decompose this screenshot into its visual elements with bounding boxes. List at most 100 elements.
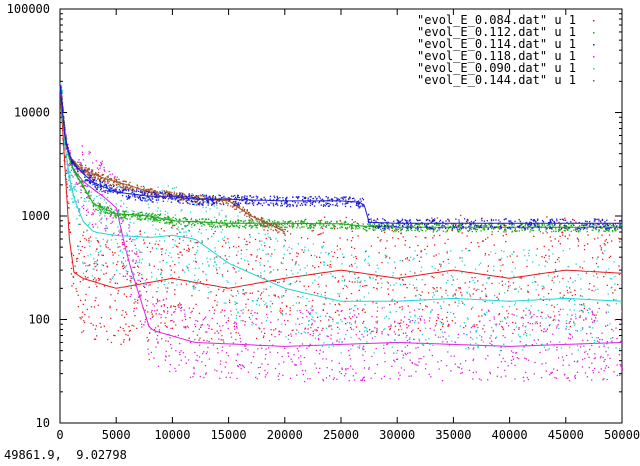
data-point bbox=[337, 326, 339, 328]
data-point bbox=[476, 344, 478, 346]
data-point bbox=[435, 254, 437, 256]
data-point bbox=[170, 347, 173, 349]
data-point bbox=[160, 272, 162, 274]
data-point bbox=[300, 296, 302, 299]
data-point bbox=[75, 182, 78, 184]
data-point bbox=[229, 301, 231, 304]
data-point bbox=[447, 224, 449, 226]
data-point bbox=[254, 216, 257, 218]
data-point bbox=[155, 219, 157, 221]
data-point bbox=[156, 291, 158, 293]
data-point bbox=[252, 300, 254, 302]
data-point bbox=[147, 300, 149, 302]
data-point bbox=[339, 371, 341, 373]
data-point bbox=[204, 224, 206, 226]
data-point bbox=[195, 320, 197, 322]
data-point bbox=[547, 274, 550, 277]
data-point bbox=[551, 245, 553, 247]
data-point bbox=[322, 378, 324, 381]
data-point bbox=[114, 209, 116, 211]
data-point bbox=[78, 215, 81, 217]
data-point bbox=[406, 287, 408, 289]
data-point bbox=[97, 205, 100, 207]
data-point bbox=[104, 177, 107, 179]
data-point bbox=[145, 212, 148, 214]
data-point bbox=[283, 281, 285, 283]
data-point bbox=[78, 175, 80, 177]
data-point bbox=[194, 279, 196, 281]
data-point bbox=[541, 317, 543, 319]
data-point bbox=[135, 190, 137, 193]
data-point bbox=[237, 312, 239, 314]
data-point bbox=[452, 313, 455, 315]
data-point bbox=[299, 345, 301, 348]
data-point bbox=[81, 206, 83, 208]
data-point bbox=[123, 265, 125, 267]
data-point bbox=[411, 319, 414, 322]
data-point bbox=[597, 302, 599, 304]
data-point bbox=[464, 282, 466, 284]
data-point bbox=[136, 188, 138, 190]
data-point bbox=[86, 229, 88, 231]
data-point bbox=[568, 380, 571, 382]
data-point bbox=[244, 259, 246, 261]
data-point bbox=[425, 305, 427, 307]
data-point bbox=[304, 380, 306, 383]
data-point bbox=[559, 341, 561, 343]
data-point bbox=[91, 174, 93, 176]
data-point bbox=[418, 293, 420, 295]
data-point bbox=[74, 189, 76, 191]
data-point bbox=[340, 352, 342, 354]
data-point bbox=[242, 206, 244, 208]
data-point bbox=[569, 277, 571, 279]
data-point bbox=[194, 224, 196, 226]
data-point bbox=[225, 223, 227, 225]
data-point bbox=[243, 209, 245, 211]
data-point bbox=[591, 310, 593, 312]
data-point bbox=[404, 244, 406, 246]
data-point bbox=[195, 286, 197, 288]
data-point bbox=[155, 303, 157, 305]
data-point bbox=[205, 195, 207, 197]
data-point bbox=[412, 259, 414, 261]
data-point bbox=[225, 242, 227, 244]
data-point bbox=[531, 329, 534, 331]
data-point bbox=[288, 224, 290, 227]
data-point bbox=[289, 226, 291, 228]
series-1 bbox=[59, 86, 623, 345]
data-point bbox=[100, 326, 102, 328]
data-point bbox=[182, 352, 185, 354]
data-point bbox=[460, 291, 462, 294]
data-point bbox=[443, 301, 445, 303]
data-point bbox=[131, 188, 133, 190]
data-point bbox=[176, 228, 178, 230]
data-point bbox=[114, 252, 116, 254]
data-point bbox=[312, 229, 314, 232]
data-point bbox=[605, 365, 607, 367]
data-point bbox=[84, 246, 86, 249]
data-point bbox=[219, 225, 221, 227]
data-point bbox=[128, 230, 131, 232]
data-point bbox=[296, 255, 298, 258]
data-point bbox=[596, 320, 598, 322]
data-point bbox=[206, 351, 208, 353]
x-tick-label: 15000 bbox=[211, 428, 247, 442]
data-point bbox=[269, 266, 271, 268]
data-point bbox=[170, 269, 172, 271]
data-point bbox=[593, 320, 595, 322]
data-point bbox=[228, 225, 230, 228]
data-point bbox=[84, 167, 86, 169]
data-point bbox=[433, 235, 435, 237]
data-point bbox=[207, 346, 209, 349]
data-point bbox=[325, 298, 327, 300]
data-point bbox=[557, 275, 559, 277]
data-point bbox=[305, 272, 307, 274]
data-point bbox=[161, 277, 163, 279]
data-point bbox=[249, 221, 251, 223]
data-point bbox=[477, 326, 479, 329]
data-point bbox=[214, 332, 216, 334]
data-point bbox=[147, 193, 149, 195]
data-point bbox=[508, 305, 511, 308]
data-point bbox=[404, 283, 406, 286]
data-point bbox=[485, 358, 487, 360]
